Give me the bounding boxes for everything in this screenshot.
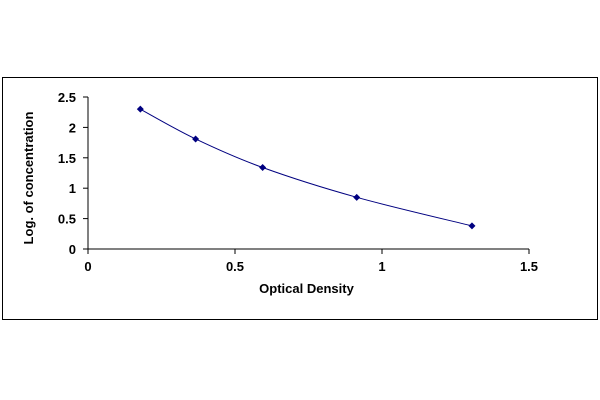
- y-tick-label: 2: [69, 120, 76, 135]
- y-tick-label: 1.5: [58, 151, 76, 166]
- x-tick-label: 1.5: [520, 259, 538, 274]
- x-tick-label: 0.5: [226, 259, 244, 274]
- data-point-marker: [353, 193, 361, 201]
- y-axis-title: Log. of concentration: [21, 112, 36, 245]
- x-axis-title: Optical Density: [259, 281, 354, 296]
- chart-canvas: 0 0.5 1 1.5 0 0.5 1 1.5 2 2.5 Optical Density Lo…: [21, 90, 538, 296]
- data-point-marker: [468, 222, 476, 230]
- y-axis-ticks: 0 0.5 1 1.5 2 2.5: [58, 90, 88, 257]
- data-point-marker: [259, 164, 267, 172]
- data-point-marker: [136, 105, 144, 113]
- y-tick-label: 1: [69, 181, 76, 196]
- x-tick-label: 1: [378, 259, 385, 274]
- data-point-marker: [192, 135, 200, 143]
- x-axis-ticks: 0 0.5 1 1.5: [84, 249, 538, 274]
- series-markers: [136, 105, 476, 230]
- y-tick-label: 2.5: [58, 90, 76, 105]
- series-line: [140, 108, 473, 227]
- y-tick-label: 0.5: [58, 212, 76, 227]
- y-tick-label: 0: [69, 242, 76, 257]
- chart-area: 0 0.5 1 1.5 0 0.5 1 1.5 2 2.5 Optical Density Lo…: [2, 77, 598, 320]
- x-tick-label: 0: [84, 259, 91, 274]
